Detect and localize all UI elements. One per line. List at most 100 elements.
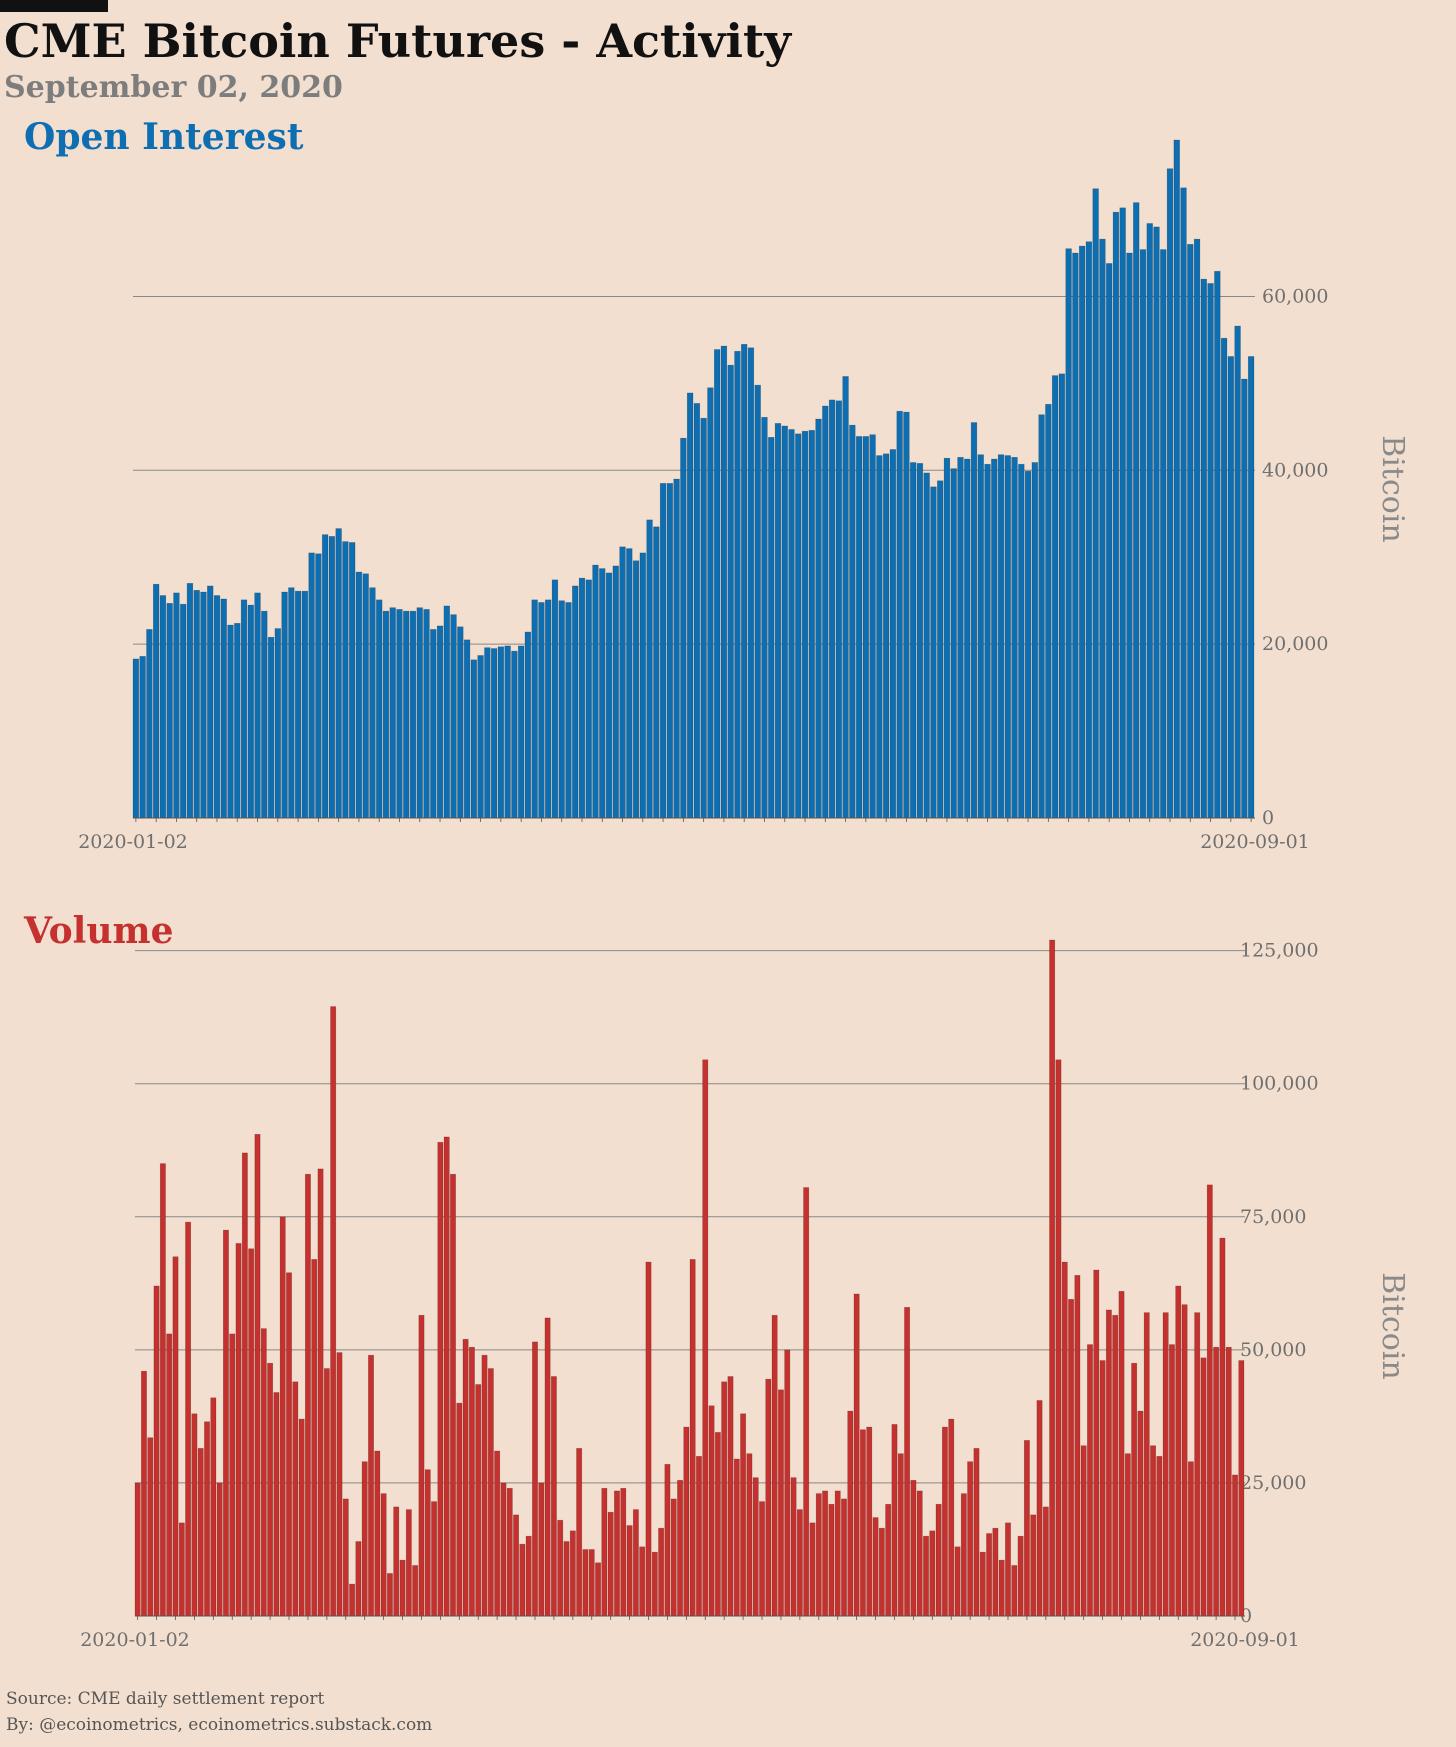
vol-bar (1162, 1312, 1169, 1617)
oi-bar (477, 655, 484, 819)
oi-bar (1247, 356, 1255, 819)
vol-bar (658, 1527, 665, 1617)
oi-bar (159, 595, 167, 819)
vol-bar (197, 1448, 204, 1617)
vol-bar (475, 1384, 482, 1617)
vol-bar (185, 1221, 192, 1617)
vol-bar (1238, 1360, 1245, 1617)
vol-bar (1143, 1312, 1150, 1617)
vol-bar (960, 1493, 967, 1617)
vol-bar (172, 1256, 179, 1617)
vol-bar (450, 1173, 456, 1617)
vol-bar (582, 1549, 589, 1617)
oi-bar (788, 429, 795, 819)
oi-bar (288, 587, 295, 819)
vol-bar (954, 1546, 961, 1617)
oi-bar (619, 546, 626, 819)
oi-bar (727, 364, 734, 819)
oi-bar (396, 609, 403, 819)
oi-bar (747, 347, 755, 819)
oi-bar (1099, 238, 1106, 819)
vol-bar (223, 1229, 229, 1617)
oi-bar (653, 526, 660, 819)
oi-bar (1153, 226, 1160, 819)
vol-bar (891, 1424, 898, 1617)
open-interest-title: Open Interest (24, 116, 304, 158)
vol-bar (532, 1341, 538, 1617)
oi-bar (362, 573, 369, 819)
oi-bar (734, 350, 741, 819)
vol-bar (468, 1346, 475, 1617)
oi-bar (261, 610, 268, 819)
vol-bar (191, 1413, 198, 1617)
oi-bar (463, 639, 471, 819)
oi-bar (551, 579, 559, 819)
vol-bar (273, 1392, 280, 1617)
vol-bar (323, 1368, 330, 1617)
oi-ytick-label: 20,000 (1262, 633, 1328, 655)
vol-bar (178, 1522, 185, 1617)
oi-bar (1038, 414, 1045, 819)
oi-bar (882, 453, 890, 819)
vol-bar (815, 1493, 822, 1617)
vol-bar (796, 1509, 803, 1617)
vol-bar (929, 1530, 936, 1617)
vol-bar (311, 1259, 318, 1617)
oi-bar (1173, 139, 1180, 819)
oi-bar (909, 462, 917, 819)
vol-bar (538, 1482, 545, 1617)
vol-bar (904, 1306, 911, 1617)
oi-bar (1045, 403, 1052, 819)
vol-bar (916, 1490, 923, 1617)
oi-bar (991, 458, 998, 819)
oi-bar (1112, 211, 1120, 819)
oi-bar (578, 577, 586, 819)
oi-bar (1133, 202, 1140, 819)
oi-bar (666, 483, 674, 819)
vol-bar (639, 1546, 646, 1617)
vol-bar (424, 1469, 431, 1617)
oi-bar (626, 548, 633, 819)
vol-bar (1017, 1535, 1024, 1617)
vol-bar (721, 1381, 728, 1617)
oi-bar (1241, 378, 1248, 819)
vol-bar (519, 1543, 526, 1617)
vol-bar (872, 1517, 879, 1617)
oi-bar (132, 658, 140, 819)
oi-bar (1160, 249, 1167, 819)
vol-bar (1099, 1360, 1106, 1617)
vol-bar (431, 1501, 438, 1617)
vol-bar (267, 1362, 274, 1617)
vol-bar (286, 1272, 292, 1617)
vol-bar (1068, 1298, 1075, 1617)
oi-bar (1200, 278, 1207, 819)
vol-bar (614, 1490, 620, 1617)
oi-bar (862, 436, 870, 819)
vol-bar (576, 1448, 583, 1617)
vol-bar (235, 1243, 242, 1617)
oi-bar (903, 411, 910, 819)
oi-xtick-label-end: 2020-09-01 (1200, 831, 1310, 853)
oi-bar (389, 607, 396, 819)
oi-bar (673, 478, 680, 819)
vol-bar (632, 1509, 639, 1617)
vol-bar (349, 1583, 356, 1617)
vol-bar (859, 1429, 866, 1617)
vol-bar (1187, 1461, 1194, 1617)
vol-bar (1169, 1344, 1175, 1617)
vol-bar (147, 1437, 154, 1617)
oi-bar (957, 456, 964, 819)
oi-bar (646, 519, 653, 819)
vol-bar (941, 1426, 948, 1617)
vol-bar (986, 1533, 993, 1617)
vol-bar (1011, 1565, 1018, 1617)
oi-bar (754, 384, 761, 819)
vol-bar (557, 1519, 564, 1617)
oi-bar (227, 624, 234, 819)
oi-bar (707, 387, 714, 819)
oi-bar (1119, 207, 1126, 819)
vol-ytick-label: 125,000 (1240, 940, 1319, 962)
oi-bar (342, 541, 349, 819)
vol-bar (355, 1541, 362, 1617)
vol-bar (1049, 939, 1056, 1617)
